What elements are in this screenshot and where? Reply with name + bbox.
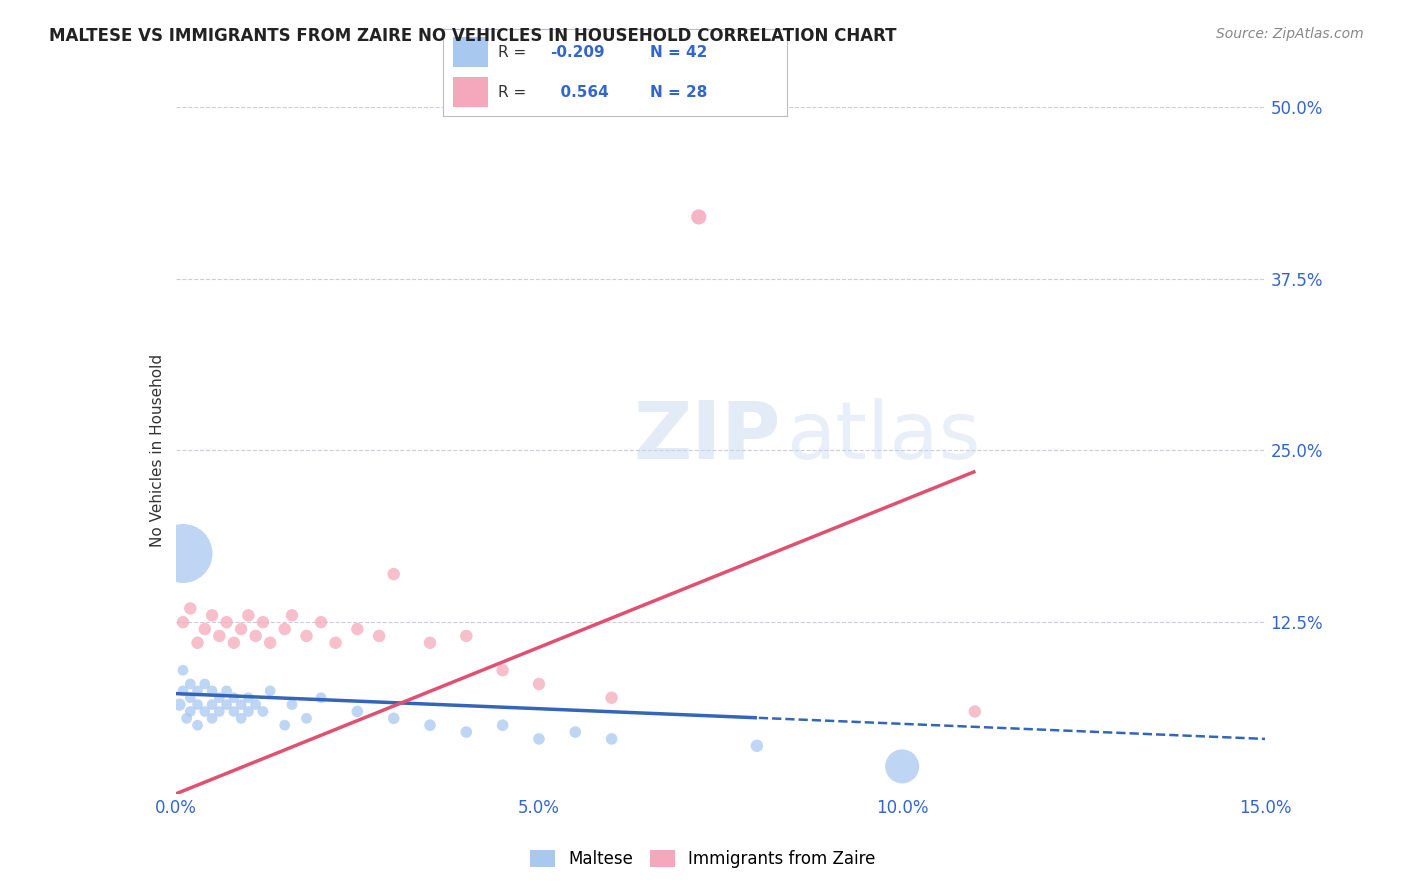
FancyBboxPatch shape: [453, 37, 488, 67]
Point: [231, 711, 253, 725]
Point: [186, 636, 209, 650]
Point: [201, 698, 224, 712]
Point: [238, 690, 260, 705]
Point: [346, 705, 368, 719]
Point: [527, 731, 550, 746]
Point: [745, 739, 768, 753]
Point: [179, 677, 201, 691]
Point: [222, 705, 245, 719]
Point: [172, 683, 194, 698]
Point: [527, 677, 550, 691]
Point: [259, 683, 281, 698]
Point: [419, 636, 441, 650]
Point: [382, 711, 405, 725]
Point: [492, 663, 515, 677]
Point: [172, 615, 194, 630]
Point: [194, 622, 217, 636]
Point: [215, 683, 238, 698]
Point: [309, 615, 332, 630]
Text: atlas: atlas: [786, 398, 980, 475]
Point: [325, 636, 347, 650]
Point: [179, 601, 201, 615]
Point: [201, 711, 224, 725]
Point: [245, 698, 267, 712]
Point: [172, 663, 194, 677]
Point: [231, 622, 253, 636]
Text: Source: ZipAtlas.com: Source: ZipAtlas.com: [1216, 27, 1364, 41]
Point: [891, 759, 914, 773]
Point: [215, 615, 238, 630]
Point: [222, 636, 245, 650]
Point: [186, 683, 209, 698]
Text: R =: R =: [498, 85, 531, 100]
Point: [295, 711, 318, 725]
Text: -0.209: -0.209: [550, 45, 605, 60]
Point: [245, 629, 267, 643]
Point: [194, 705, 217, 719]
Point: [179, 690, 201, 705]
Point: [281, 608, 304, 623]
Point: [201, 683, 224, 698]
Point: [963, 705, 986, 719]
Point: [259, 636, 281, 650]
Point: [176, 711, 198, 725]
Point: [186, 698, 209, 712]
Point: [208, 629, 231, 643]
Text: N = 42: N = 42: [650, 45, 707, 60]
Point: [172, 546, 194, 561]
Point: [419, 718, 441, 732]
Point: [600, 731, 623, 746]
Text: R =: R =: [498, 45, 531, 60]
Point: [238, 705, 260, 719]
Text: ZIP: ZIP: [633, 398, 780, 475]
Point: [492, 718, 515, 732]
Point: [309, 690, 332, 705]
Point: [201, 608, 224, 623]
Point: [368, 629, 391, 643]
Point: [194, 677, 217, 691]
Text: 0.564: 0.564: [550, 85, 609, 100]
Point: [231, 698, 253, 712]
Point: [600, 690, 623, 705]
Point: [688, 210, 710, 224]
Text: MALTESE VS IMMIGRANTS FROM ZAIRE NO VEHICLES IN HOUSEHOLD CORRELATION CHART: MALTESE VS IMMIGRANTS FROM ZAIRE NO VEHI…: [49, 27, 897, 45]
Point: [186, 718, 209, 732]
Point: [456, 725, 478, 739]
Y-axis label: No Vehicles in Household: No Vehicles in Household: [149, 354, 165, 547]
Point: [252, 705, 274, 719]
Point: [274, 622, 297, 636]
Point: [215, 698, 238, 712]
Point: [346, 622, 368, 636]
Point: [179, 705, 201, 719]
Point: [222, 690, 245, 705]
Point: [208, 690, 231, 705]
Point: [456, 629, 478, 643]
Point: [295, 629, 318, 643]
Point: [382, 567, 405, 582]
Point: [274, 718, 297, 732]
Point: [238, 608, 260, 623]
Point: [208, 705, 231, 719]
FancyBboxPatch shape: [453, 78, 488, 107]
Point: [252, 615, 274, 630]
Legend: Maltese, Immigrants from Zaire: Maltese, Immigrants from Zaire: [523, 843, 883, 875]
Point: [169, 698, 191, 712]
Point: [281, 698, 304, 712]
Text: N = 28: N = 28: [650, 85, 707, 100]
Point: [564, 725, 586, 739]
